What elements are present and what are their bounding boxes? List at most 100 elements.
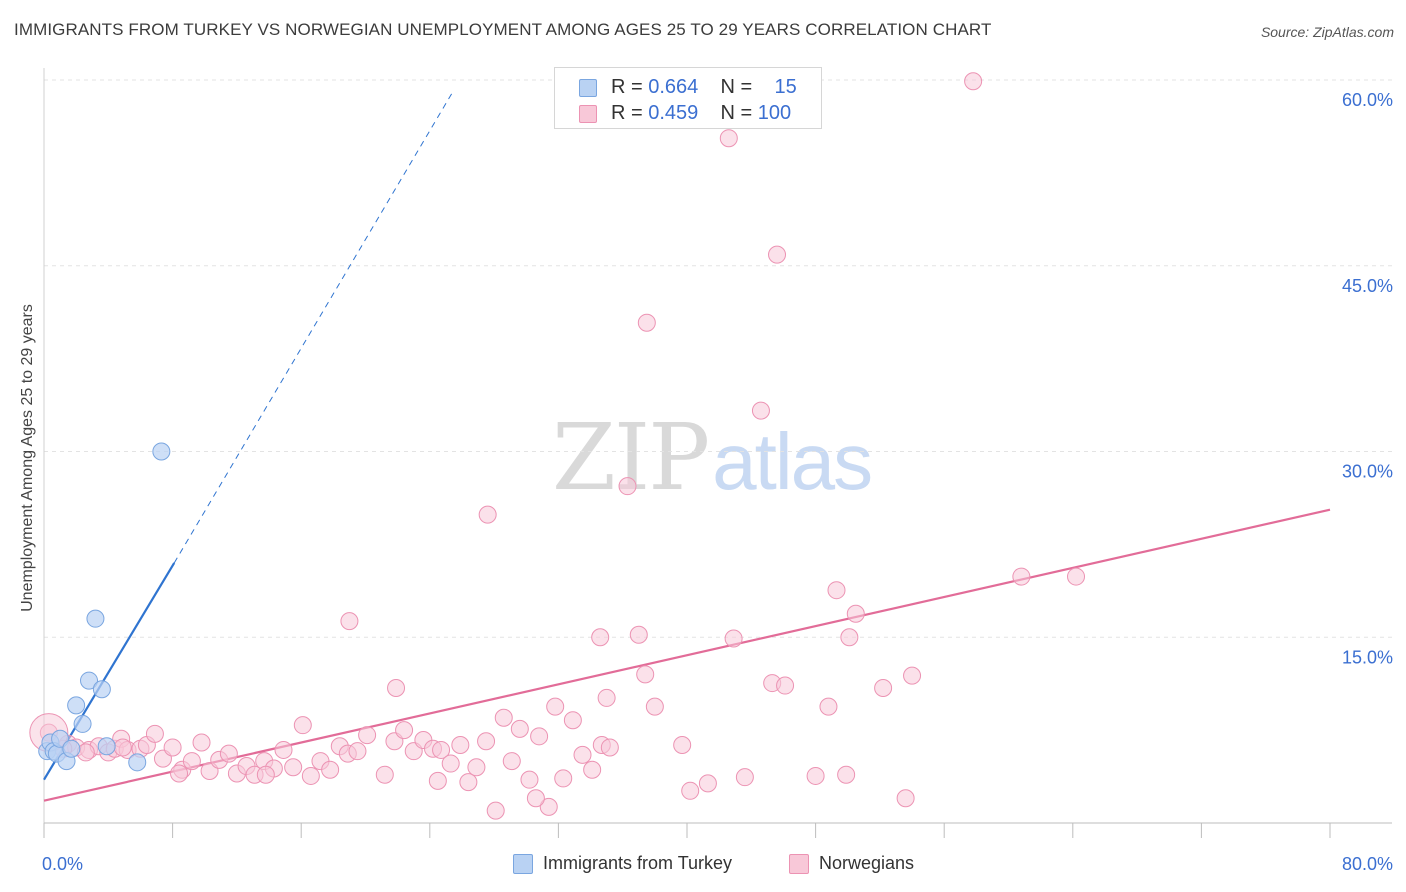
norwegians-point bbox=[681, 781, 700, 800]
turkey-point bbox=[80, 671, 99, 690]
norwegians-point bbox=[563, 711, 582, 730]
turkey-point bbox=[67, 696, 86, 715]
norwegians-point bbox=[600, 738, 619, 757]
trend-lines bbox=[43, 89, 1331, 802]
series-legend: Immigrants from Turkey Norwegians bbox=[0, 853, 1406, 877]
y-tick-label: 15.0% bbox=[1342, 647, 1393, 667]
y-tick-label: 45.0% bbox=[1342, 276, 1393, 296]
norwegians-point bbox=[819, 697, 838, 716]
norwegians-point bbox=[846, 604, 865, 623]
norwegians-point bbox=[486, 801, 505, 820]
norwegians-point bbox=[735, 768, 754, 787]
norwegians-point bbox=[301, 766, 320, 785]
norwegians-point bbox=[477, 732, 496, 751]
grid-lines bbox=[44, 79, 1392, 638]
norwegians-point bbox=[284, 758, 303, 777]
norway-legend-swatch bbox=[789, 854, 809, 874]
norwegians-point bbox=[597, 688, 616, 707]
legend-label-norwegians: Norwegians bbox=[819, 853, 915, 873]
turkey-swatch bbox=[579, 79, 597, 97]
norwegians-point bbox=[467, 758, 486, 777]
norwegians-point bbox=[751, 401, 770, 420]
norwegians-point bbox=[340, 612, 359, 631]
norwegians-point bbox=[806, 766, 825, 785]
norwegians-point bbox=[192, 733, 211, 752]
tick-labels: 15.0% 30.0% 45.0% 60.0% 0.0% 80.0% bbox=[42, 90, 1393, 874]
turkey-trend-extension bbox=[173, 89, 455, 564]
norwegians-point bbox=[903, 666, 922, 685]
norwegians-point bbox=[113, 738, 132, 757]
turkey-point bbox=[73, 714, 92, 733]
n-label: N = bbox=[720, 102, 753, 124]
norwegians-point bbox=[1012, 567, 1031, 586]
norwegians-point bbox=[274, 740, 293, 759]
n-value: 15 bbox=[774, 76, 797, 98]
turkey-point bbox=[128, 753, 147, 772]
norwegians-point bbox=[163, 738, 182, 757]
norwegians-point bbox=[874, 679, 893, 698]
norwegians-point bbox=[768, 245, 787, 264]
norwegians-point bbox=[573, 745, 592, 764]
norwegians-point bbox=[636, 665, 655, 684]
norwegians-point bbox=[451, 735, 470, 754]
legend-row-norwegians-text: R = 0.459 N = 100 bbox=[611, 102, 791, 125]
y-axis-label: Unemployment Among Ages 25 to 29 years bbox=[19, 304, 36, 612]
norwegians-point bbox=[637, 313, 656, 332]
norwegians-point bbox=[837, 765, 856, 784]
norwegians-point bbox=[618, 477, 637, 496]
norwegians-point bbox=[896, 789, 915, 808]
norwegians-point bbox=[583, 760, 602, 779]
n-label: N = bbox=[720, 76, 753, 98]
norwegians-point bbox=[520, 770, 539, 789]
correlation-legend: R = 0.664 N = 15 R = 0.459 N = 100 bbox=[554, 67, 822, 129]
data-points bbox=[29, 72, 1086, 820]
n-value: 100 bbox=[757, 102, 792, 124]
norwegians-point bbox=[530, 727, 549, 746]
r-label: R = bbox=[611, 76, 643, 98]
norwegians-point bbox=[827, 581, 846, 600]
norwegians-point bbox=[554, 769, 573, 788]
r-value: 0.664 bbox=[648, 76, 699, 98]
norwegians-point bbox=[840, 628, 859, 647]
norwegians-point bbox=[673, 735, 692, 754]
norwegians-point bbox=[321, 760, 340, 779]
norwegians-point bbox=[964, 72, 983, 91]
turkey-point bbox=[62, 739, 81, 758]
norwegians-point bbox=[645, 697, 664, 716]
norwegians-point bbox=[591, 628, 610, 647]
norwegians-point bbox=[776, 676, 795, 695]
norwegians-point bbox=[459, 773, 478, 792]
norwegians-point bbox=[698, 774, 717, 793]
norwegians-point bbox=[502, 752, 521, 771]
turkey-point bbox=[86, 609, 105, 628]
y-tick-label: 60.0% bbox=[1342, 90, 1393, 110]
legend-row-turkey-text: R = 0.664 N = 15 bbox=[611, 76, 797, 99]
norwegians-point bbox=[719, 129, 738, 148]
norwegians-point bbox=[170, 764, 189, 783]
chart-title: IMMIGRANTS FROM TURKEY VS NORWEGIAN UNEM… bbox=[14, 20, 992, 39]
axes bbox=[43, 68, 1392, 838]
norwegians-point bbox=[375, 765, 394, 784]
watermark-atlas: atlas bbox=[712, 417, 873, 506]
norwegians-point bbox=[432, 740, 451, 759]
x-tick-label: 0.0% bbox=[42, 854, 83, 874]
norwegians-point bbox=[629, 625, 648, 644]
norwegians-point bbox=[510, 719, 529, 738]
norwegians-point bbox=[478, 505, 497, 524]
norwegians-point bbox=[358, 726, 377, 745]
turkey-point bbox=[152, 442, 171, 461]
legend-label-turkey: Immigrants from Turkey bbox=[543, 853, 733, 873]
norwegians-point bbox=[441, 754, 460, 773]
norwegians-point bbox=[256, 765, 275, 784]
norwegians-point bbox=[293, 716, 312, 735]
norwegians-point bbox=[1067, 567, 1086, 586]
norwegians-point bbox=[539, 797, 558, 816]
norwegians-trend-line bbox=[43, 508, 1331, 802]
r-label: R = bbox=[611, 102, 643, 124]
turkey-point bbox=[97, 737, 116, 756]
norwegians-point bbox=[182, 752, 201, 771]
norwegians-point bbox=[428, 771, 447, 790]
norwegians-point bbox=[724, 629, 743, 648]
norwegians-point bbox=[348, 742, 367, 761]
turkey-legend-swatch bbox=[513, 854, 533, 874]
